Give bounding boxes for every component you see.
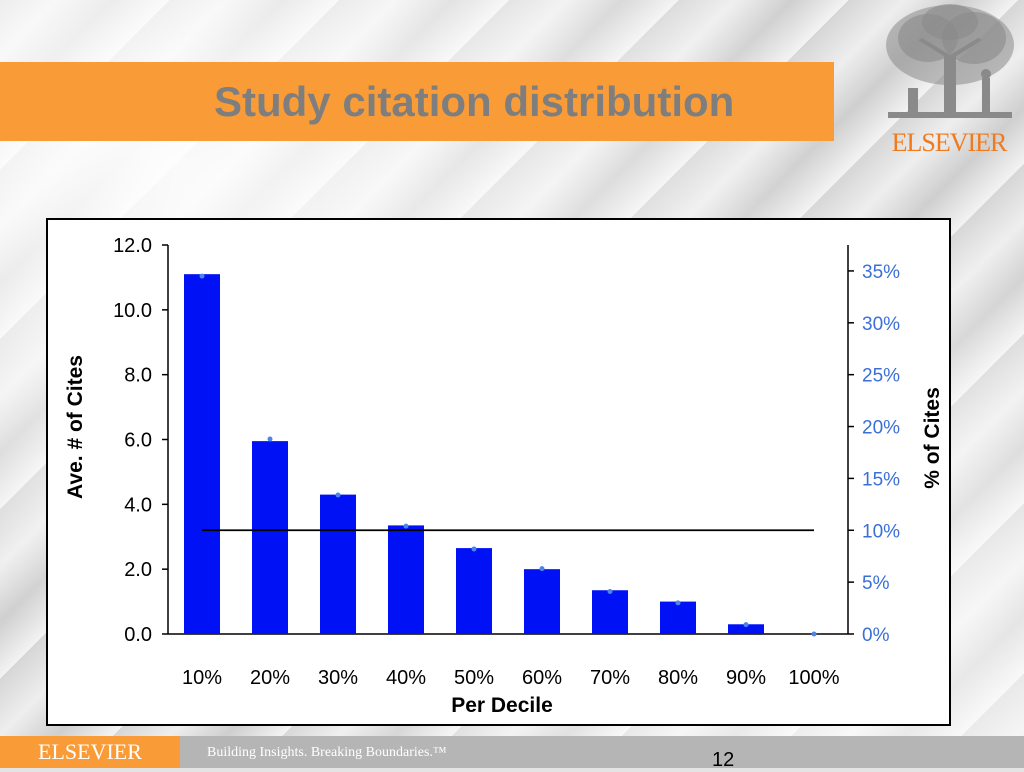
bar (456, 548, 492, 634)
chart-frame: 0.0 2.0 4.0 6.0 8.0 10.0 12.0 0% 5% 10% 15% 20% 25%… (46, 218, 951, 726)
right-tick-label: 30% (862, 314, 900, 335)
bar (388, 525, 424, 634)
x-tick-label: 90% (726, 667, 766, 689)
x-tick-label: 80% (658, 667, 698, 689)
data-point (811, 631, 817, 637)
left-tick-label: 6.0 (124, 430, 152, 452)
bar (728, 624, 764, 634)
x-tick-label: 10% (182, 667, 222, 689)
data-point (607, 588, 613, 594)
left-tick-label: 4.0 (124, 494, 152, 516)
x-tick-label: 50% (454, 667, 494, 689)
data-point (267, 436, 273, 442)
logo-wordmark: ELSEVIER (891, 128, 1008, 157)
bar (252, 441, 288, 634)
data-point (403, 523, 409, 529)
data-point (199, 273, 205, 279)
footer-tagline: Building Insights. Breaking Boundaries.™ (207, 745, 447, 760)
bar (320, 494, 356, 634)
left-tick-label: 8.0 (124, 365, 152, 387)
data-point (743, 622, 749, 628)
page-number: 12 (712, 749, 735, 771)
data-point (675, 600, 681, 606)
left-tick-label: 10.0 (113, 300, 152, 322)
bar (660, 601, 696, 634)
bar (184, 274, 220, 634)
citation-chart: 0.0 2.0 4.0 6.0 8.0 10.0 12.0 0% 5% 10% 15% 20% 25%… (64, 235, 944, 717)
x-tick-label: 60% (522, 667, 562, 689)
left-tick-label: 0.0 (124, 624, 152, 646)
tree-logo-icon (886, 4, 1014, 118)
x-axis-label: Per Decile (451, 694, 553, 717)
bar (524, 569, 560, 634)
right-tick-label: 5% (862, 573, 890, 594)
right-tick-label: 10% (862, 521, 900, 542)
right-tick-label: 25% (862, 366, 900, 387)
y-axis-label: Ave. # of Cites (64, 355, 87, 499)
right-tick-label: 15% (862, 469, 900, 490)
elsevier-logo: ELSEVIER (874, 0, 1024, 162)
bar (592, 590, 628, 634)
x-tick-label: 100% (788, 667, 839, 689)
slide-title: Study citation distribution (214, 78, 735, 125)
data-point (539, 566, 545, 572)
right-tick-label: 20% (862, 418, 900, 439)
data-point (335, 492, 341, 498)
right-tick-label: 35% (862, 262, 900, 283)
y2-axis-label: % of Cites (921, 387, 944, 489)
right-tick-label: 0% (862, 625, 890, 646)
bar-series (184, 274, 764, 634)
left-tick-label: 12.0 (113, 235, 152, 257)
right-axis: 0% 5% 10% 15% 20% 25% 30% 35% (847, 245, 900, 646)
x-tick-label: 70% (590, 667, 630, 689)
left-tick-label: 2.0 (124, 559, 152, 581)
title-band (0, 62, 834, 141)
footer-brand: ELSEVIER (0, 736, 180, 768)
x-tick-label: 20% (250, 667, 290, 689)
point-series (199, 273, 817, 637)
x-axis: 10% 20% 30% 40% 50% 60% 70% 80% 90% 100% (168, 633, 848, 689)
left-axis: 0.0 2.0 4.0 6.0 8.0 10.0 12.0 (113, 235, 169, 646)
data-point (471, 546, 477, 552)
x-tick-label: 30% (318, 667, 358, 689)
x-tick-label: 40% (386, 667, 426, 689)
